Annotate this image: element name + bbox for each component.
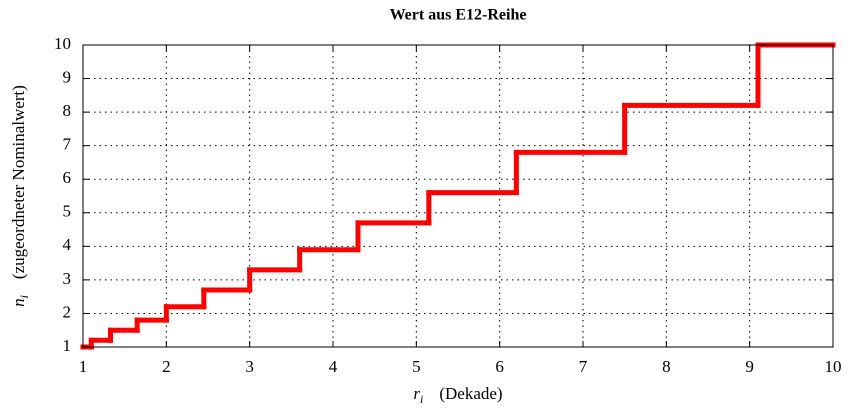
x-tick-label: 9 (745, 357, 754, 376)
chart-title: Wert aus E12-Reihe (390, 7, 527, 24)
x-tick-label: 10 (825, 357, 842, 376)
x-tick-label: 8 (662, 357, 671, 376)
y-tick-label: 6 (63, 168, 72, 187)
x-tick-label: 1 (79, 357, 88, 376)
y-tick-label: 4 (63, 235, 72, 254)
x-tick-label: 7 (579, 357, 588, 376)
y-tick-label: 7 (63, 135, 72, 154)
y-label: ni (zugeordneter Nominalwert) (9, 85, 31, 307)
axis-subscript: i (420, 392, 423, 406)
y-tick-label: 2 (63, 302, 72, 321)
x-label: ri (Dekade) (413, 384, 502, 406)
y-tick-label: 1 (63, 336, 72, 355)
x-tick-label: 3 (245, 357, 254, 376)
axis-text: (zugeordneter Nominalwert) (9, 85, 28, 279)
x-tick-label: 6 (495, 357, 504, 376)
axis-symbol: n (9, 298, 28, 307)
y-tick-label: 3 (63, 269, 72, 288)
axis-symbol: r (413, 384, 420, 403)
plot-frame (82, 44, 834, 348)
y-tick-label: 10 (54, 34, 71, 53)
axis-text: (Dekade) (439, 384, 502, 403)
y-tick-label: 8 (63, 101, 72, 120)
axis-subscript: i (17, 295, 31, 298)
x-tick-label: 2 (162, 357, 171, 376)
y-tick-label: 9 (63, 67, 72, 86)
y-tick-label: 5 (63, 202, 72, 221)
x-tick-label: 4 (329, 357, 338, 376)
x-tick-label: 5 (412, 357, 421, 376)
